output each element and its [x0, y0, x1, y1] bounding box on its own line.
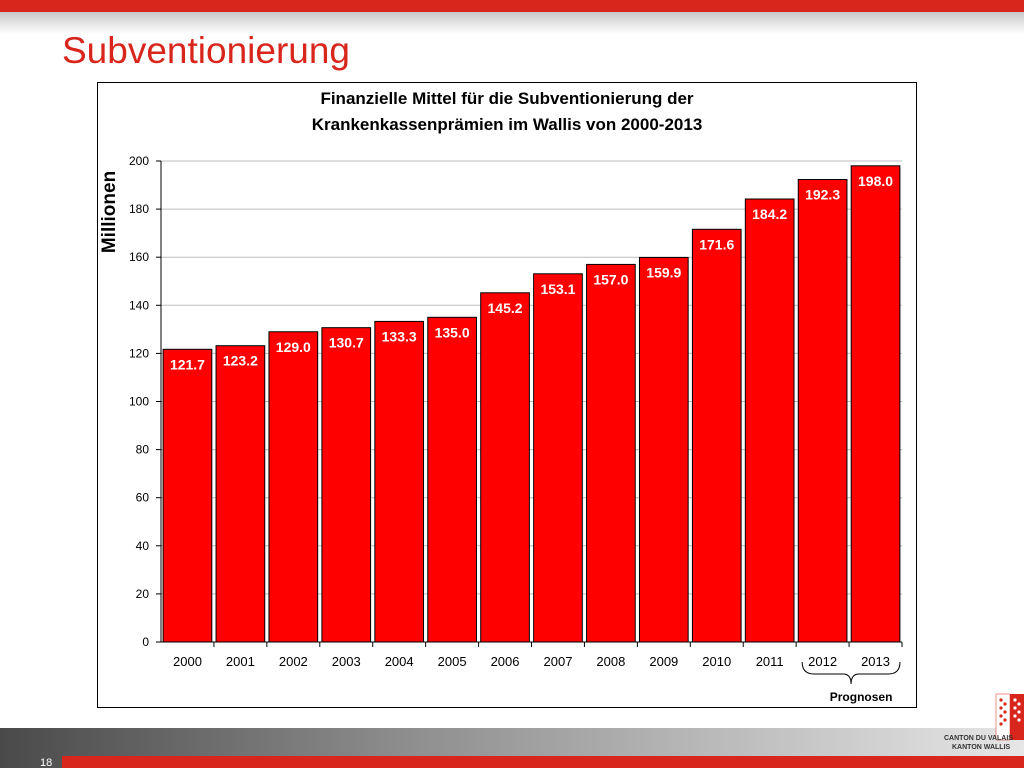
logo-text-line2: KANTON WALLIS — [952, 744, 1011, 751]
y-tick-label: 120 — [129, 346, 149, 360]
bar — [215, 345, 266, 643]
x-tick-label: 2005 — [438, 654, 467, 669]
y-tick-label: 100 — [129, 395, 149, 409]
bar-value-label: 129.0 — [276, 339, 311, 355]
bar — [691, 228, 742, 643]
x-tick-label: 2009 — [649, 654, 678, 669]
bar-value-label: 123.2 — [223, 353, 258, 369]
bar — [268, 331, 319, 643]
bar-value-label: 157.0 — [593, 271, 628, 287]
y-tick-label: 60 — [136, 491, 150, 505]
x-tick-label: 2003 — [332, 654, 361, 669]
logo-star — [999, 714, 1003, 718]
header-grey-gradient — [0, 12, 1024, 34]
x-tick-label: 2008 — [596, 654, 625, 669]
logo-star — [1017, 702, 1021, 706]
y-tick-label: 40 — [136, 539, 150, 553]
bar — [586, 263, 636, 643]
logo-star — [999, 722, 1003, 726]
header-red-bar — [0, 0, 1024, 12]
bar — [427, 316, 477, 643]
bar-value-label: 153.1 — [540, 281, 575, 297]
bars — [162, 165, 901, 643]
page-number: 18 — [40, 757, 53, 769]
x-tick-label: 2004 — [385, 654, 414, 669]
x-tick-label: 2002 — [279, 654, 308, 669]
y-tick-label: 80 — [136, 443, 150, 457]
y-tick-label: 180 — [129, 202, 149, 216]
bar-value-label: 133.3 — [382, 328, 417, 344]
logo-star — [1003, 710, 1007, 714]
y-tick-label: 140 — [129, 298, 149, 312]
x-tick-label: 2007 — [544, 654, 573, 669]
axes — [156, 160, 903, 647]
y-tick-label: 20 — [136, 587, 150, 601]
bar-value-label: 121.7 — [170, 356, 205, 372]
bar-value-label: 171.6 — [699, 236, 734, 252]
bar-value-label: 198.0 — [858, 173, 893, 189]
logo-star — [1013, 706, 1017, 710]
logo-star — [1017, 710, 1021, 714]
logo-star — [1013, 714, 1017, 718]
x-tick-label: 2012 — [808, 654, 837, 669]
bar — [744, 198, 795, 643]
chart-title-line2: Krankenkassenprämien im Wallis von 2000-… — [311, 115, 703, 134]
bar — [850, 165, 901, 643]
y-axis-title: Millionen — [99, 171, 120, 253]
bar-value-label: 192.3 — [805, 187, 840, 203]
logo-star — [1013, 698, 1017, 702]
bar — [374, 320, 425, 643]
footer-red-bar — [62, 756, 1024, 768]
bar — [797, 179, 848, 643]
canton-valais-logo — [995, 693, 1024, 741]
y-tick-label: 200 — [129, 154, 149, 168]
logo-star — [999, 706, 1003, 710]
logo-star — [1003, 702, 1007, 706]
logo-text-line1: CANTON DU VALAIS — [944, 735, 1013, 742]
bar-value-label: 184.2 — [752, 206, 787, 222]
x-tick-label: 2001 — [226, 654, 255, 669]
prognosen-brace — [801, 661, 901, 685]
prognosen-label: Prognosen — [830, 690, 893, 704]
bar-value-label: 130.7 — [329, 335, 364, 351]
bar — [162, 348, 213, 643]
y-tick-label: 0 — [142, 635, 149, 649]
bar — [480, 292, 530, 643]
logo-star — [1017, 718, 1021, 722]
y-tick-label: 160 — [129, 250, 149, 264]
x-tick-label: 2011 — [756, 654, 784, 669]
x-tick-label: 2013 — [861, 654, 890, 669]
x-tick-label: 2000 — [173, 654, 202, 669]
logo-star — [999, 698, 1003, 702]
bar-value-label: 159.9 — [646, 264, 681, 280]
slide-title: Subventionierung — [62, 30, 350, 71]
logo-star — [1003, 718, 1007, 722]
bar — [638, 256, 689, 643]
bar — [321, 327, 372, 643]
bar-value-label: 135.0 — [435, 324, 470, 340]
chart-title-line1: Finanzielle Mittel für die Subventionier… — [320, 89, 694, 108]
x-tick-label: 2010 — [702, 654, 731, 669]
x-tick-label: 2006 — [491, 654, 520, 669]
labels: 0 20 40 60 80 100 120 140 160 180 200 121.7 2000 123.… — [99, 154, 901, 704]
bar-value-label: 145.2 — [488, 300, 523, 316]
bar — [533, 273, 583, 643]
